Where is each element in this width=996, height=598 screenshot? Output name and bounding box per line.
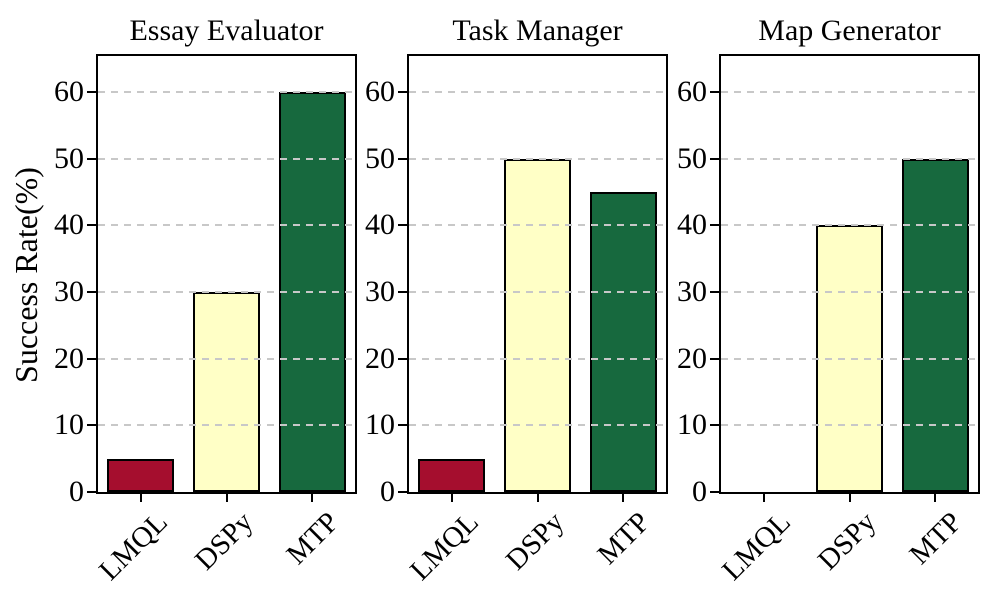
y-tick-label: 40 [677, 208, 707, 242]
subplot-essay-evaluator: Essay Evaluator LMQL DSPy MTP 0 10 20 30 40 50 60 [54, 14, 357, 587]
gridline [409, 357, 666, 360]
y-tick-label: 60 [677, 75, 707, 108]
subplot-title: Essay Evaluator [129, 14, 324, 47]
y-axis-tick [398, 491, 407, 493]
y-axis-tick [398, 157, 407, 160]
y-axis-tick [87, 357, 96, 360]
gridline [98, 357, 355, 360]
x-tick-label: MTP [279, 506, 345, 571]
y-tick-label: 60 [365, 75, 395, 108]
y-axis-tick [710, 424, 719, 427]
y-tick-label: 40 [365, 208, 395, 242]
gridline [409, 157, 666, 160]
x-axis-tick [762, 494, 765, 502]
x-tick-label: DSPy [188, 506, 260, 577]
y-axis-tick [398, 291, 407, 293]
gridline [721, 157, 978, 160]
x-axis-tick [450, 494, 453, 502]
y-axis-tick [87, 91, 96, 93]
subplot-task-manager: Task Manager LMQL DSPy MTP 0 10 20 30 40 50 60 [365, 14, 668, 587]
y-axis-tick [398, 424, 407, 427]
gridline [409, 424, 666, 427]
gridline [98, 424, 355, 427]
y-tick-label: 30 [365, 275, 395, 308]
y-axis-tick [87, 224, 96, 227]
y-tick-label: 30 [54, 275, 84, 308]
gridline [409, 291, 666, 293]
x-axis-tick [536, 494, 539, 502]
x-tick-label: LMQL [403, 506, 485, 587]
subplot-title: Task Manager [452, 14, 623, 47]
y-tick-label: 20 [677, 341, 707, 375]
y-axis-tick [710, 357, 719, 360]
y-tick-label: 0 [380, 475, 395, 508]
bar-dspy [504, 158, 571, 492]
bar-dspy [193, 292, 260, 492]
y-tick-label: 50 [677, 141, 707, 175]
y-axis-tick [87, 291, 96, 293]
y-tick-label: 20 [365, 341, 395, 375]
y-tick-label: 50 [365, 141, 395, 175]
x-axis-tick [311, 494, 314, 502]
x-axis-tick [622, 494, 625, 502]
y-tick-label: 0 [692, 475, 707, 508]
bar-mtp [589, 192, 657, 492]
bar-lmql [107, 458, 175, 492]
gridline [721, 291, 978, 293]
y-tick-label: 30 [677, 275, 707, 308]
gridline [409, 91, 666, 93]
x-axis-tick [934, 494, 937, 502]
y-axis-tick [87, 491, 96, 493]
gridline [409, 224, 666, 227]
x-tick-label: MTP [590, 506, 656, 571]
subplot-title: Map Generator [758, 14, 941, 47]
gridline [98, 224, 355, 227]
y-tick-label: 50 [54, 141, 84, 175]
gridline [98, 157, 355, 160]
gridline [98, 91, 355, 93]
gridline [721, 357, 978, 360]
y-axis-tick [87, 157, 96, 160]
y-tick-label: 40 [54, 208, 84, 242]
x-tick-label: LMQL [715, 506, 797, 587]
x-tick-label: DSPy [499, 506, 571, 577]
x-axis-tick [139, 494, 142, 502]
y-tick-label: 10 [54, 408, 84, 442]
x-axis-tick [225, 494, 228, 502]
subplot-map-generator: Map Generator LMQL DSPy MTP 0 10 20 30 40 50 60 [677, 14, 980, 587]
y-axis-tick [710, 491, 719, 493]
y-axis-tick [398, 357, 407, 360]
x-axis-tick [848, 494, 851, 502]
y-tick-label: 60 [54, 75, 84, 108]
y-axis-tick [710, 91, 719, 93]
y-tick-label: 0 [69, 475, 84, 508]
y-axis-tick [710, 291, 719, 293]
bar-lmql [418, 458, 486, 492]
y-axis-tick [710, 157, 719, 160]
gridline [721, 91, 978, 93]
x-tick-label: LMQL [92, 506, 174, 587]
x-tick-label: MTP [902, 506, 968, 571]
y-axis-tick [87, 424, 96, 427]
gridline [721, 424, 978, 427]
y-axis-tick [398, 224, 407, 227]
y-axis-tick [710, 224, 719, 227]
y-axis-tick [398, 91, 407, 93]
bar-mtp [901, 158, 969, 492]
y-tick-label: 10 [677, 408, 707, 442]
gridline [721, 224, 978, 227]
y-tick-label: 20 [54, 341, 84, 375]
gridline [98, 291, 355, 293]
x-tick-label: DSPy [811, 506, 883, 577]
y-tick-label: 10 [365, 408, 395, 442]
